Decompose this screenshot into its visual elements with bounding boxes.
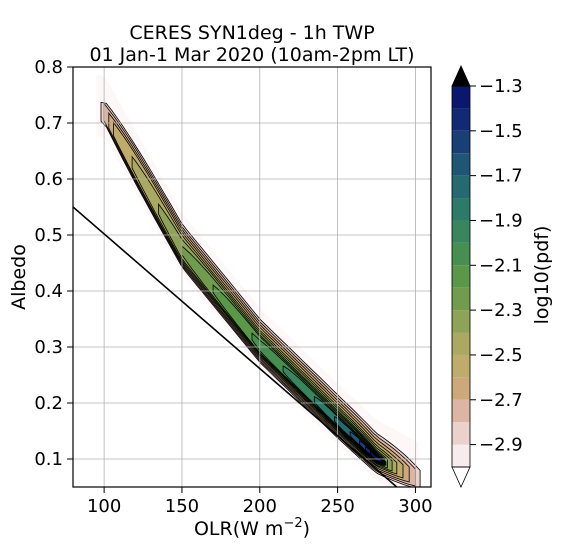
contour-line — [100, 101, 421, 487]
colorbar-tick-label: −2.7 — [479, 390, 523, 411]
x-tick-label: 250 — [320, 496, 354, 517]
y-tick-label: 0.2 — [34, 393, 63, 414]
colorbar-segment — [452, 198, 470, 221]
colorbar-segment — [452, 399, 470, 423]
y-axis-label: Albedo — [8, 244, 30, 310]
colorbar: −1.3 −1.5 −1.7 −1.9 −2.1 −2.3 −2.5 −2.7 −2.9 — [451, 65, 523, 488]
chart-title: CERES SYN1deg - 1h TWP — [129, 22, 374, 44]
colorbar-segment — [452, 354, 470, 378]
x-tick-label: 100 — [87, 496, 121, 517]
colorbar-segment — [452, 153, 470, 176]
contour-lines — [100, 101, 421, 487]
colorbar-segment — [452, 444, 470, 467]
colorbar-tick-label: −1.3 — [479, 76, 523, 97]
colorbar-segment — [452, 86, 470, 109]
grid-lines — [73, 66, 431, 487]
colorbar-segment — [452, 175, 470, 199]
y-tick-label: 0.5 — [34, 225, 63, 246]
colorbar-tick-label: −1.7 — [479, 166, 523, 187]
x-axis-label: OLR(W m−2) — [194, 516, 310, 540]
y-tick-label: 0.4 — [34, 281, 63, 302]
contour-line — [158, 202, 393, 472]
colorbar-tick-label: −1.9 — [479, 210, 523, 231]
colorbar-tick-label: −2.1 — [479, 255, 523, 276]
colorbar-frame — [451, 85, 471, 468]
x-axis-ticks: 100 150 200 250 300 — [87, 487, 433, 517]
x-tick-label: 200 — [243, 496, 277, 517]
colorbar-segment — [452, 130, 470, 154]
colorbar-tick-label: −2.3 — [479, 300, 523, 321]
colorbar-segment — [452, 332, 470, 355]
contour-line — [181, 245, 388, 469]
colorbar-segment — [452, 310, 470, 333]
colorbar-segment — [452, 422, 470, 445]
colorbar-segment — [452, 242, 470, 266]
colorbar-segment — [452, 220, 470, 243]
colorbar-segment — [452, 287, 470, 311]
contour-line — [108, 111, 410, 483]
colorbar-extend-min — [451, 466, 471, 488]
colorbar-segment — [452, 265, 470, 288]
colorbar-segment — [452, 108, 470, 131]
colorbar-tick-label: −2.9 — [479, 435, 523, 456]
regression-line — [73, 206, 398, 487]
y-tick-label: 0.8 — [34, 57, 63, 78]
colorbar-tick-label: −2.5 — [479, 345, 523, 366]
y-axis-ticks: 0.1 0.2 0.3 0.4 0.5 0.6 0.7 0.8 — [34, 57, 73, 470]
x-tick-label: 150 — [165, 496, 199, 517]
contour-line — [131, 155, 398, 475]
plot-frame — [72, 66, 432, 488]
y-tick-label: 0.3 — [34, 337, 63, 358]
contour-line — [251, 332, 384, 466]
colorbar-tick-label: −1.5 — [479, 121, 523, 142]
contour-line — [113, 121, 404, 479]
y-tick-label: 0.6 — [34, 169, 63, 190]
x-tick-label: 300 — [398, 496, 432, 517]
chart-subtitle: 01 Jan-1 Mar 2020 (10am-2pm LT) — [89, 44, 414, 66]
y-tick-label: 0.1 — [34, 449, 63, 470]
colorbar-extend-max — [451, 65, 471, 87]
colorbar-segment — [452, 377, 470, 400]
y-tick-label: 0.7 — [34, 113, 63, 134]
colorbar-label: log10(pdf) — [531, 226, 553, 325]
